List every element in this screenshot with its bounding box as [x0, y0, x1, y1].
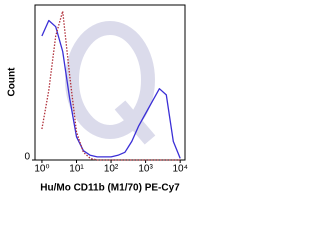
watermark [65, 21, 156, 145]
x-tick-label: 10¹ [69, 164, 84, 175]
x-tick-label: 10⁰ [34, 164, 49, 175]
x-tick-label: 10⁴ [172, 164, 187, 175]
y-tick-label: 0 [24, 152, 30, 163]
chart: Hu/Mo CD11b (M1/70) PE-Cy7 Count 10⁰ 10¹ 1… [7, 4, 188, 194]
y-axis-label: Count [7, 67, 18, 97]
x-tick-label: 10³ [138, 164, 153, 175]
series-line [41, 10, 181, 161]
series-line [41, 19, 181, 159]
x-axis-label: Hu/Mo CD11b (M1/70) PE-Cy7 [40, 183, 180, 194]
x-tick-label: 10² [104, 164, 119, 175]
